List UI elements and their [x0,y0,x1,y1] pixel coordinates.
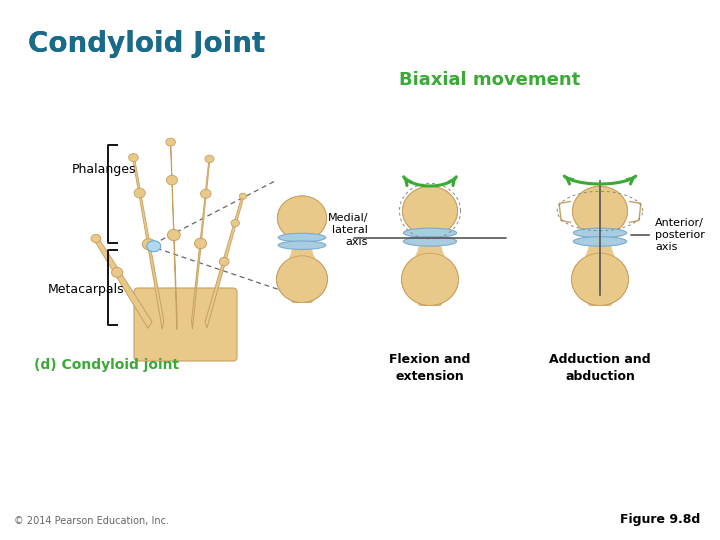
Polygon shape [171,139,172,184]
Polygon shape [574,251,626,279]
Polygon shape [133,155,140,196]
FancyBboxPatch shape [588,285,611,306]
Polygon shape [205,157,210,197]
Polygon shape [200,191,206,247]
Text: Biaxial movement: Biaxial movement [400,71,580,89]
Ellipse shape [276,256,328,302]
Polygon shape [115,270,152,328]
Ellipse shape [278,241,325,249]
Ellipse shape [205,155,214,163]
Polygon shape [575,211,626,232]
Ellipse shape [194,238,207,249]
Text: Figure 9.8d: Figure 9.8d [620,513,700,526]
Ellipse shape [91,234,101,242]
Polygon shape [205,259,225,328]
Ellipse shape [588,240,612,261]
Ellipse shape [403,228,456,238]
Ellipse shape [201,189,211,198]
Text: Metacarpals: Metacarpals [48,284,125,296]
Ellipse shape [590,219,611,245]
Ellipse shape [572,253,629,306]
Polygon shape [223,221,236,264]
Ellipse shape [418,240,442,261]
FancyBboxPatch shape [134,288,237,361]
Ellipse shape [134,188,145,198]
Text: © 2014 Pearson Education, Inc.: © 2014 Pearson Education, Inc. [14,516,169,526]
Ellipse shape [292,225,311,248]
Polygon shape [235,194,243,226]
Text: (d) Condyloid joint: (d) Condyloid joint [34,358,179,372]
Ellipse shape [278,233,325,242]
Polygon shape [403,251,456,279]
Ellipse shape [129,153,138,161]
Ellipse shape [239,193,246,199]
Ellipse shape [143,239,156,250]
Ellipse shape [420,219,441,245]
Ellipse shape [231,219,240,227]
Text: Medial/
lateral
axis: Medial/ lateral axis [328,213,368,247]
Text: Phalanges: Phalanges [72,164,137,177]
Ellipse shape [112,267,122,278]
FancyBboxPatch shape [418,285,441,306]
Text: Flexion and
extension: Flexion and extension [390,353,471,383]
Ellipse shape [402,253,459,306]
Text: Condyloid Joint: Condyloid Joint [28,30,265,58]
Polygon shape [139,190,150,248]
Text: Condyloid Joint: Condyloid Joint [28,30,265,58]
Ellipse shape [403,237,456,246]
Ellipse shape [291,244,313,263]
Polygon shape [279,218,325,237]
Polygon shape [148,241,163,329]
Polygon shape [405,211,456,232]
Polygon shape [174,232,177,329]
Ellipse shape [573,237,626,246]
Ellipse shape [147,241,161,252]
Ellipse shape [277,196,327,240]
FancyBboxPatch shape [292,284,312,302]
Ellipse shape [166,138,176,146]
Ellipse shape [220,258,229,266]
Ellipse shape [572,186,628,235]
Polygon shape [279,254,325,279]
Ellipse shape [573,228,626,238]
Text: Adduction and
abduction: Adduction and abduction [549,353,651,383]
Polygon shape [94,236,119,275]
Ellipse shape [168,230,180,241]
Polygon shape [172,177,174,239]
Ellipse shape [166,176,178,185]
Polygon shape [192,240,201,329]
Text: Anterior/
posterior
axis: Anterior/ posterior axis [631,218,705,252]
Ellipse shape [402,186,457,235]
